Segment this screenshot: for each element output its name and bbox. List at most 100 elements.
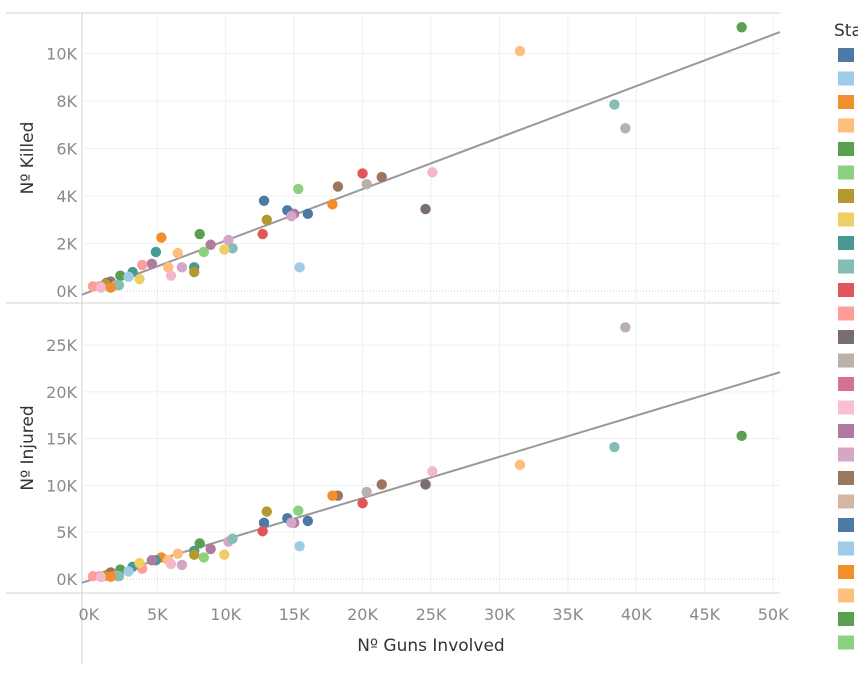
legend-swatch [838, 400, 854, 415]
y-tick-label: 2K [56, 235, 77, 254]
killed-point [357, 168, 368, 179]
killed-point [361, 178, 372, 190]
y-tick-label: 10K [46, 44, 77, 63]
x-tick-label: 0K [79, 605, 100, 624]
killed-point [227, 243, 238, 254]
injured-point [194, 538, 205, 549]
killed-point [115, 270, 126, 281]
killed-point [261, 214, 272, 226]
killed-point [163, 262, 174, 273]
y-tick-label: 10K [46, 476, 77, 495]
x-tick-label: 35K [552, 605, 583, 624]
killed-point [113, 279, 125, 291]
injured-point [172, 548, 184, 559]
injured-point [609, 441, 620, 453]
killed-point [165, 270, 177, 281]
y-axis-title-injured: Nº Injured [18, 405, 38, 490]
y-tick-label: 4K [56, 187, 77, 206]
legend-swatch [838, 283, 854, 297]
y-axis-title-killed: Nº Killed [18, 122, 38, 195]
legend-swatch [838, 494, 854, 509]
injured-point [95, 571, 107, 583]
grid [82, 13, 780, 593]
killed-point [327, 199, 338, 210]
legend-swatch [838, 48, 854, 62]
injured-point [219, 549, 230, 560]
injured-point [261, 506, 272, 517]
injured-point [286, 517, 297, 529]
injured-point [293, 505, 304, 516]
legend-swatch [838, 165, 854, 180]
injured-point [302, 515, 314, 527]
injured-point [198, 552, 210, 563]
injured-point [134, 557, 145, 569]
killed-point [134, 274, 145, 285]
injured-point [327, 490, 338, 501]
injured-point [294, 541, 305, 552]
injured-point [189, 549, 200, 560]
x-axis-title: Nº Guns Involved [357, 636, 504, 656]
legend-swatch [838, 118, 854, 133]
legend-swatch [838, 612, 854, 626]
killed-point [376, 171, 387, 183]
legend-swatch [838, 565, 854, 579]
legend-swatch [838, 588, 854, 603]
killed-point [514, 45, 526, 57]
legend-swatch [838, 259, 854, 274]
legend-swatch [838, 541, 854, 556]
legend-swatch [838, 353, 854, 368]
injured-point [357, 497, 368, 509]
killed-point [219, 244, 230, 255]
legend-swatch [838, 189, 854, 203]
injured-point [227, 533, 238, 544]
killed-point [293, 183, 304, 195]
injured-point [165, 558, 177, 570]
legend-swatch [838, 377, 854, 391]
injured-point [361, 486, 372, 498]
killed-point [736, 22, 747, 33]
injured-point [176, 559, 188, 571]
killed-point [420, 203, 431, 215]
y-tick-label: 15K [46, 430, 77, 449]
killed-point [257, 228, 268, 240]
legend-swatch [838, 95, 854, 109]
injured-point [420, 479, 431, 490]
legend-swatch [838, 236, 854, 250]
y-tick-label: 25K [46, 336, 77, 355]
injured-point [736, 430, 747, 442]
injured-point [105, 571, 116, 582]
injured-point [205, 543, 216, 555]
injured-point [376, 479, 387, 490]
legend-swatch [838, 71, 854, 86]
killed-point [223, 234, 234, 246]
y-tick-label: 20K [46, 383, 77, 402]
trend-line [81, 31, 781, 296]
killed-point [302, 208, 314, 220]
x-tick-label: 5K [147, 605, 168, 624]
y-tick-labels: 0K 2K 4K 6K 8K 10K 0K 5K 10K 15K 20K 25K [46, 44, 77, 589]
injured-point [257, 526, 268, 537]
legend-swatch [838, 306, 854, 321]
legend-swatch [838, 635, 854, 650]
legend-swatch [838, 447, 854, 462]
legend-swatch [838, 212, 854, 227]
legend-title: Sta [834, 21, 858, 41]
killed-point [294, 262, 305, 273]
killed-point [258, 195, 270, 206]
killed-point [137, 259, 148, 271]
legend-swatch [838, 330, 854, 344]
x-tick-label: 15K [279, 605, 310, 624]
legend-swatch [838, 518, 854, 532]
y-tick-label: 6K [56, 139, 77, 158]
y-tick-label: 0K [56, 282, 77, 301]
killed-point [123, 271, 134, 283]
x-tick-label: 40K [621, 605, 652, 624]
injured-point [123, 566, 134, 577]
killed-point [176, 262, 188, 273]
y-tick-label: 8K [56, 92, 77, 111]
zero-lines [82, 290, 780, 580]
killed-point [205, 239, 216, 250]
injured-point [146, 555, 157, 566]
injured-point [514, 459, 526, 471]
